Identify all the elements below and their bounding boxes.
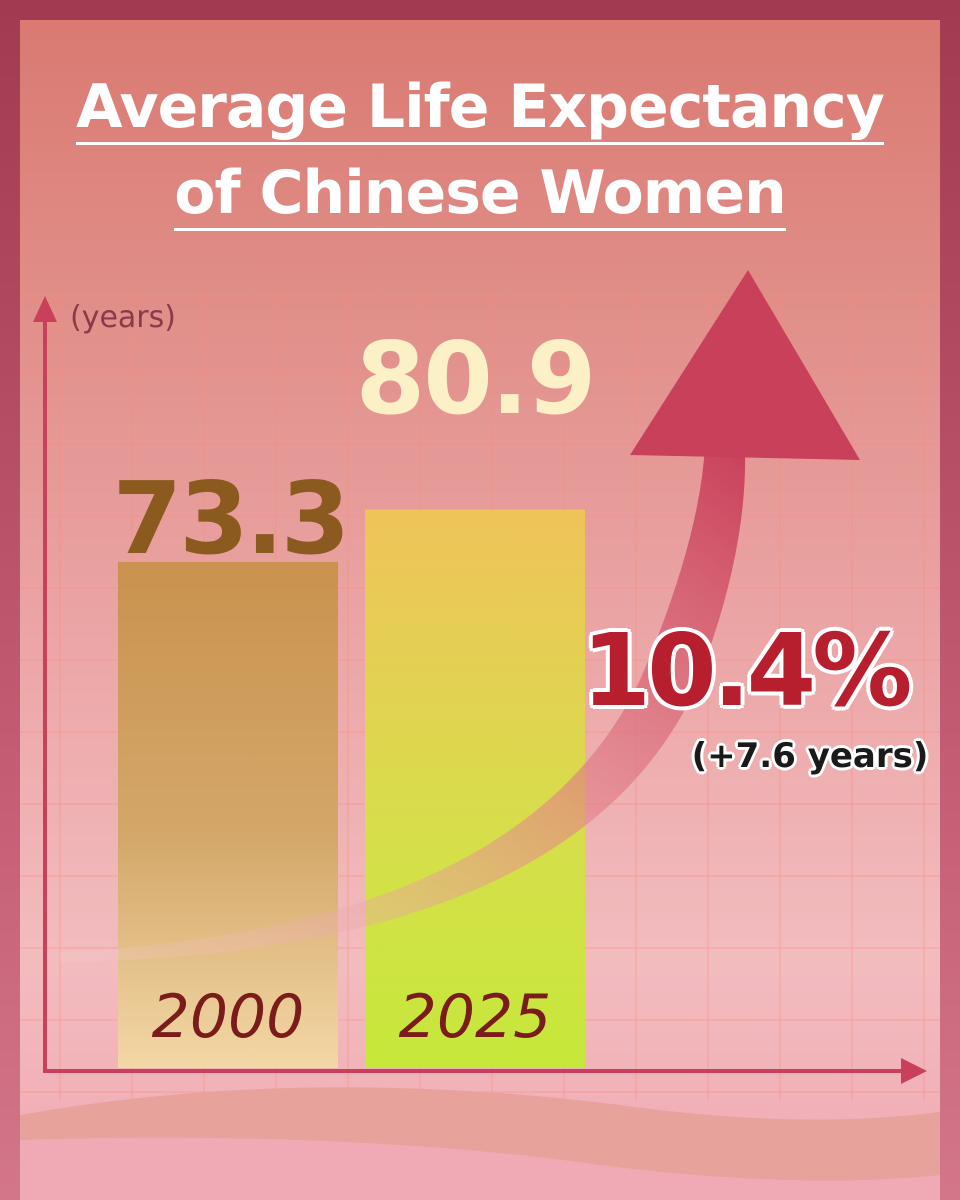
category-label-2025: 2025 <box>398 982 552 1052</box>
y-axis-unit-label: (years) <box>70 300 176 335</box>
bar-2000 <box>118 562 338 1068</box>
trend-arrow-body <box>60 445 746 962</box>
bottom-wave-front <box>20 1137 940 1200</box>
category-label-2000: 2000 <box>151 982 305 1052</box>
bar-value-2025: 80.9 <box>355 320 597 437</box>
chart-title-line1: Average Life Expectancy <box>0 72 960 145</box>
y-axis-arrowhead <box>33 296 57 322</box>
chart-title-line1-text: Average Life Expectancy <box>76 74 885 145</box>
frame-left <box>0 0 20 1200</box>
bar-2025 <box>365 509 585 1069</box>
frame-top <box>0 0 960 20</box>
x-axis-arrowhead <box>901 1058 927 1084</box>
trend-arrowhead <box>630 270 860 460</box>
chart-title-line2: of Chinese Women <box>0 158 960 231</box>
years-increase-label: (+7.6 years) <box>691 736 929 776</box>
percent-increase-label: 10.4% <box>581 612 913 729</box>
chart-title-line2-text: of Chinese Women <box>174 160 787 231</box>
frame-right <box>940 0 960 1200</box>
bar-value-2000: 73.3 <box>112 460 351 577</box>
